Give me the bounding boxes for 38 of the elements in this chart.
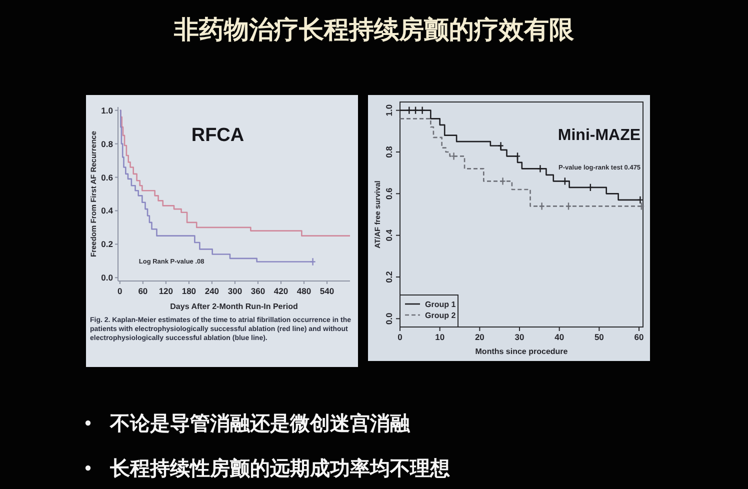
y-tick-label: 1.0 [384,104,394,116]
x-tick-label: 10 [435,332,445,342]
x-tick-label: 420 [274,286,288,296]
y-tick-label: 0.2 [384,271,394,283]
y-tick-label: 0.8 [384,146,394,158]
title: 非药物治疗长程持续房颤的疗效有限 [174,17,574,44]
x-tick-label: 20 [474,332,484,342]
y-tick-label: 0.0 [101,272,113,283]
y-tick-label: 1.0 [101,105,113,116]
x-tick-label: 60 [634,332,644,342]
chart-title: Mini-MAZE [558,127,641,144]
x-tick-label: 120 [158,286,174,296]
legend-label: Group 1 [425,300,456,309]
x-tick-label: 240 [204,286,220,296]
y-tick-label: 0.0 [384,312,394,325]
y-tick-label: 0.4 [384,229,394,242]
x-tick-label: 540 [320,286,334,296]
annotation: 长程持续性房颤的远期成功率均不理想 [110,458,450,480]
x-axis-title: Months since procedure [475,347,568,356]
y-tick-label: 0.4 [101,206,113,216]
x-tick-label: 30 [514,332,524,342]
x-tick-label: 0 [118,286,122,296]
x-axis-title: Days After 2-Month Run-In Period [170,302,298,311]
x-tick-label: 40 [554,332,564,342]
y-tick-label: 0.6 [101,172,113,182]
x-tick-label: 480 [296,286,312,296]
y-tick-label: 0.2 [101,239,113,250]
x-tick-label: 360 [250,286,266,296]
y-tick-label: 0.8 [101,138,113,149]
x-tick-label: 60 [138,286,148,296]
chart-title: RFCA [191,125,244,146]
x-tick-label: 180 [182,286,196,296]
x-tick-label: 50 [594,332,604,342]
annotation: 不论是导管消融还是微创迷宫消融 [110,413,410,435]
x-tick-label: 300 [228,286,242,296]
y-tick-label: 0.6 [384,188,394,200]
legend-label: Group 2 [425,311,456,320]
x-tick-label: 0 [398,332,402,342]
